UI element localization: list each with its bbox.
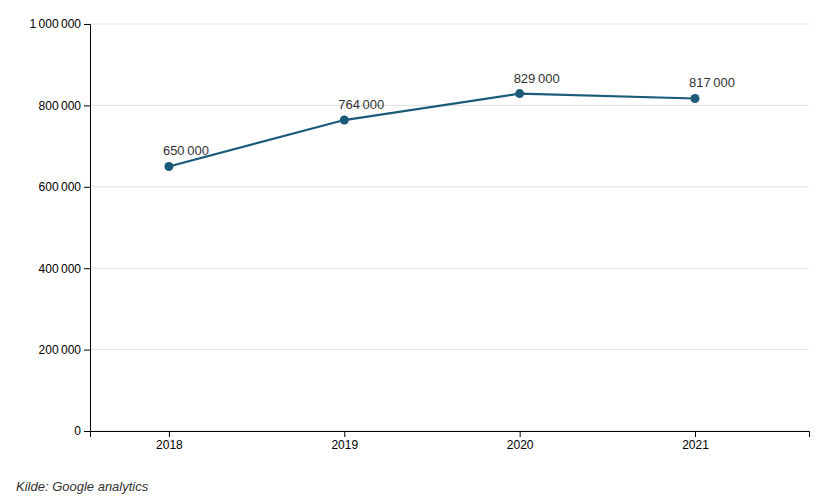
annotation: Kilde: Google analytics [16, 479, 149, 494]
tick-label: 2021 [682, 438, 709, 452]
point [515, 89, 524, 98]
tick-mark [169, 431, 170, 437]
tick: 2018 [156, 431, 183, 452]
tick-mark [84, 431, 90, 432]
marks [164, 89, 699, 171]
point [691, 94, 700, 103]
axis-line [84, 25, 91, 432]
y-axis: 0 200 000 400 000 600 000 800 000 1 000 000 [29, 17, 90, 438]
tick-label: 200 000 [39, 343, 82, 357]
tick: 600 000 [39, 180, 90, 194]
tick-label: 2018 [156, 438, 183, 452]
tick: 0 [74, 424, 90, 438]
tick-mark [344, 431, 345, 437]
tick: 400 000 [39, 262, 90, 276]
data-label: 829 000 [514, 71, 560, 86]
grid-line [90, 268, 809, 269]
tick: 2021 [682, 431, 709, 452]
tick-mark [84, 268, 90, 269]
tick-mark [84, 105, 90, 106]
tick-label: 2020 [507, 438, 534, 452]
point [164, 162, 173, 171]
tick-label: 2019 [331, 438, 358, 452]
tick-label: 600 000 [39, 180, 82, 194]
tick-mark [84, 24, 90, 25]
data-label: 650 000 [163, 143, 209, 158]
tick-label: 800 000 [39, 99, 82, 113]
data-label: 764 000 [338, 97, 384, 112]
grid-line [90, 186, 809, 187]
tick-mark [520, 431, 521, 437]
point [340, 116, 349, 125]
x-axis: 2018 2019 2020 2021 [91, 431, 810, 452]
tick-mark [84, 350, 90, 351]
tick: 200 000 [39, 343, 90, 357]
tick: 2020 [507, 431, 534, 452]
tick-label: 400 000 [39, 262, 82, 276]
tick: 1 000 000 [29, 17, 90, 31]
data-labels: 650 000 764 000 829 000 817 000 [163, 71, 735, 159]
grid-line [90, 349, 809, 350]
tick-label: 0 [74, 424, 81, 438]
chart: 2018 2019 2020 2021 0 200 000 400 000 600 000 80… [0, 0, 839, 503]
tick: 2019 [331, 431, 358, 452]
tick-mark [84, 187, 90, 188]
grid-line [90, 24, 809, 25]
plot: 2018 2019 2020 2021 0 200 000 400 000 600 000 80… [29, 17, 809, 451]
tick-label: 1 000 000 [29, 17, 81, 31]
axis-line [91, 432, 810, 438]
tick: 800 000 [39, 99, 90, 113]
tick-mark [695, 431, 696, 437]
data-label: 817 000 [689, 75, 735, 90]
grid [90, 24, 809, 431]
line [169, 94, 695, 167]
